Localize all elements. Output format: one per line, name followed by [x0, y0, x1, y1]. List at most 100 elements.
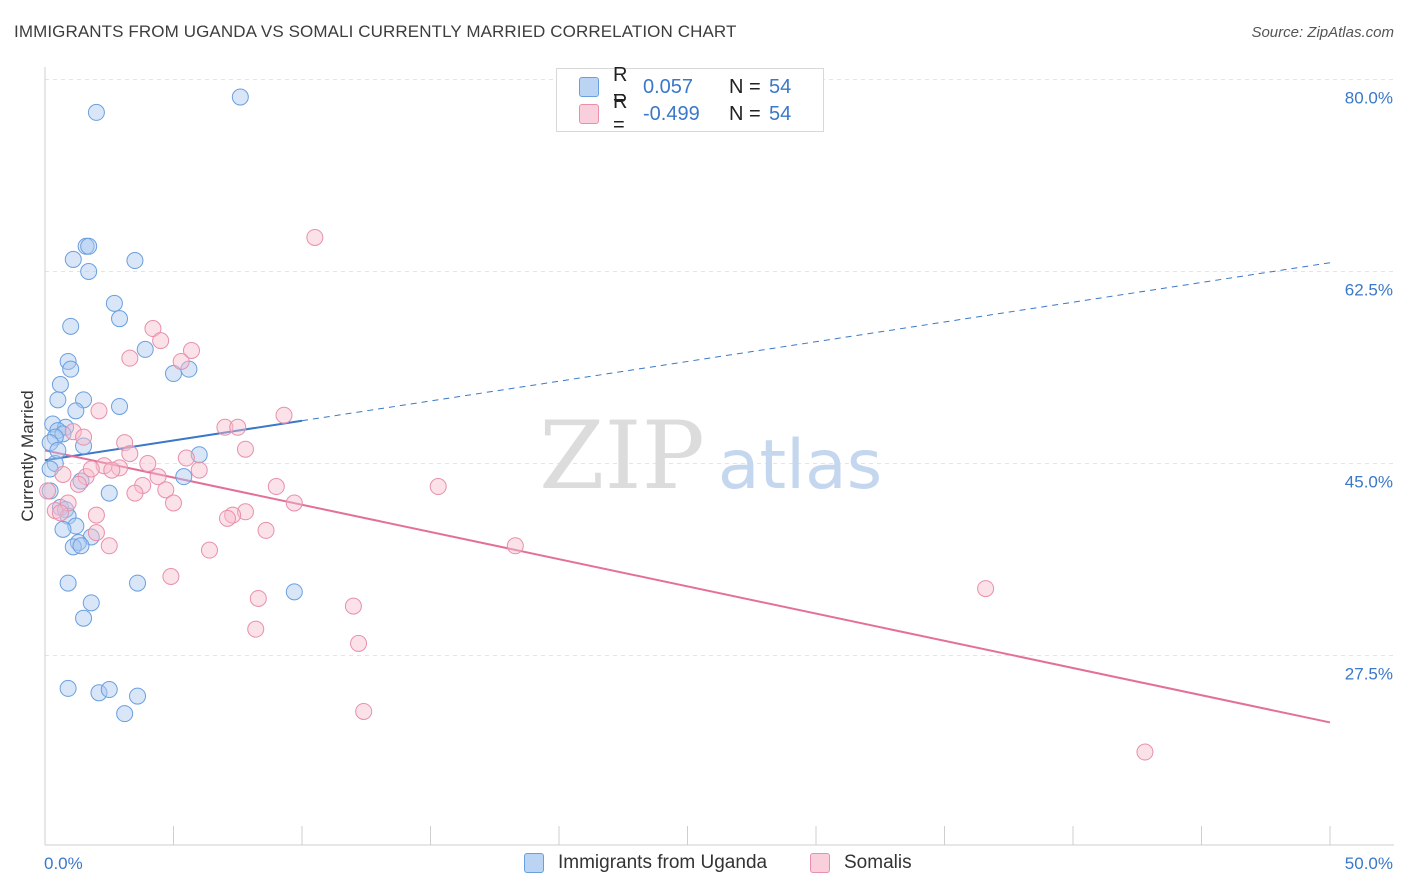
point-somalis: [977, 580, 995, 598]
point-somalis: [51, 504, 69, 522]
r-label: R =: [613, 91, 628, 136]
point-uganda: [41, 460, 59, 478]
point-somalis: [344, 597, 362, 615]
point-somalis: [162, 568, 180, 586]
point-somalis: [355, 702, 373, 720]
point-somalis: [90, 402, 108, 420]
point-somalis: [100, 537, 118, 555]
point-somalis: [306, 228, 324, 246]
point-uganda: [75, 437, 93, 455]
point-somalis: [69, 475, 87, 493]
series-legend: Immigrants from Uganda Somalis: [0, 852, 1406, 878]
point-uganda: [54, 520, 72, 538]
point-uganda: [136, 340, 154, 358]
point-somalis: [149, 468, 167, 486]
legend-item-somalis[interactable]: Somalis: [810, 852, 912, 874]
point-uganda: [62, 360, 80, 378]
trendline-somalis: [44, 449, 1331, 724]
point-somalis: [165, 494, 182, 512]
r-value: 0.057: [643, 75, 694, 98]
uganda-swatch: [579, 77, 599, 97]
y-tick-label: 27.5%: [1345, 665, 1393, 684]
point-uganda: [82, 594, 100, 612]
point-uganda: [49, 441, 67, 459]
trendlines: [44, 262, 1331, 724]
legend-label-uganda: Immigrants from Uganda: [558, 852, 768, 873]
point-somalis: [236, 503, 254, 521]
n-label: N =: [729, 102, 761, 125]
point-somalis: [126, 484, 144, 502]
correlation-legend: R = 0.057 N = 54 R = -0.499 N = 54: [556, 64, 824, 136]
uganda-swatch: [524, 853, 544, 873]
axes: [44, 67, 1394, 846]
point-uganda: [111, 310, 129, 328]
point-uganda: [116, 705, 134, 723]
watermark: ZIP atlas: [539, 402, 882, 511]
y-tick-label: 45.0%: [1345, 473, 1393, 492]
point-somalis: [87, 506, 105, 524]
point-somalis: [350, 634, 368, 652]
point-uganda: [100, 484, 118, 502]
point-uganda: [64, 250, 82, 268]
gridlines: [45, 79, 1394, 656]
point-uganda: [285, 583, 303, 601]
trendline-uganda: [44, 419, 303, 462]
point-uganda: [75, 609, 93, 627]
point-somalis: [257, 521, 275, 539]
point-somalis: [144, 320, 162, 338]
point-uganda: [129, 687, 147, 705]
point-uganda: [90, 684, 108, 702]
point-uganda: [49, 422, 67, 440]
source-credit: Source: ZipAtlas.com: [1251, 24, 1394, 41]
point-uganda: [59, 574, 77, 592]
point-somalis: [177, 449, 195, 467]
point-somalis: [75, 428, 93, 446]
tick-labels: 27.5% 45.0% 62.5% 80.0% 0.0% 50.0%: [44, 89, 1393, 874]
point-uganda: [49, 391, 67, 409]
r-label: R =: [613, 64, 628, 109]
point-somalis: [249, 589, 267, 607]
point-uganda: [51, 376, 69, 394]
legend-item-uganda[interactable]: Immigrants from Uganda: [524, 852, 767, 874]
point-somalis: [172, 352, 190, 370]
point-somalis: [218, 509, 236, 527]
point-uganda: [100, 681, 118, 699]
x-tick-label-max: 50.0%: [1345, 854, 1393, 873]
point-uganda: [80, 237, 98, 255]
point-uganda: [59, 679, 77, 697]
point-uganda: [190, 446, 208, 464]
point-somalis: [229, 418, 247, 436]
point-somalis: [157, 481, 175, 499]
watermark-atlas: atlas: [718, 426, 882, 505]
point-uganda: [67, 402, 85, 420]
trendline-uganda-projection: [301, 262, 1331, 422]
point-somalis: [87, 524, 105, 542]
point-somalis: [139, 455, 157, 472]
point-somalis: [506, 537, 524, 555]
somali-swatch: [579, 104, 599, 124]
point-somalis: [64, 423, 82, 441]
point-somalis: [103, 461, 121, 479]
point-somalis: [121, 349, 139, 367]
x-tick-label-min: 0.0%: [44, 854, 83, 873]
point-uganda: [231, 88, 249, 106]
point-somalis: [54, 465, 72, 483]
point-somalis: [285, 494, 303, 512]
n-label: N =: [729, 75, 761, 98]
point-somalis: [190, 461, 208, 479]
y-tick-label: 62.5%: [1345, 281, 1393, 300]
point-somalis: [216, 418, 234, 436]
n-value: 54: [769, 102, 792, 125]
point-somalis: [429, 478, 447, 496]
point-somalis: [39, 482, 57, 500]
point-somalis: [236, 440, 254, 458]
point-somalis: [1136, 743, 1154, 761]
y-tick-label: 80.0%: [1345, 89, 1393, 108]
point-uganda: [126, 252, 144, 270]
point-somalis: [275, 406, 293, 424]
point-uganda: [111, 397, 129, 415]
watermark-zip: ZIP: [539, 402, 705, 511]
point-somalis: [182, 341, 200, 359]
y-axis-label: Currently Married: [18, 390, 37, 521]
